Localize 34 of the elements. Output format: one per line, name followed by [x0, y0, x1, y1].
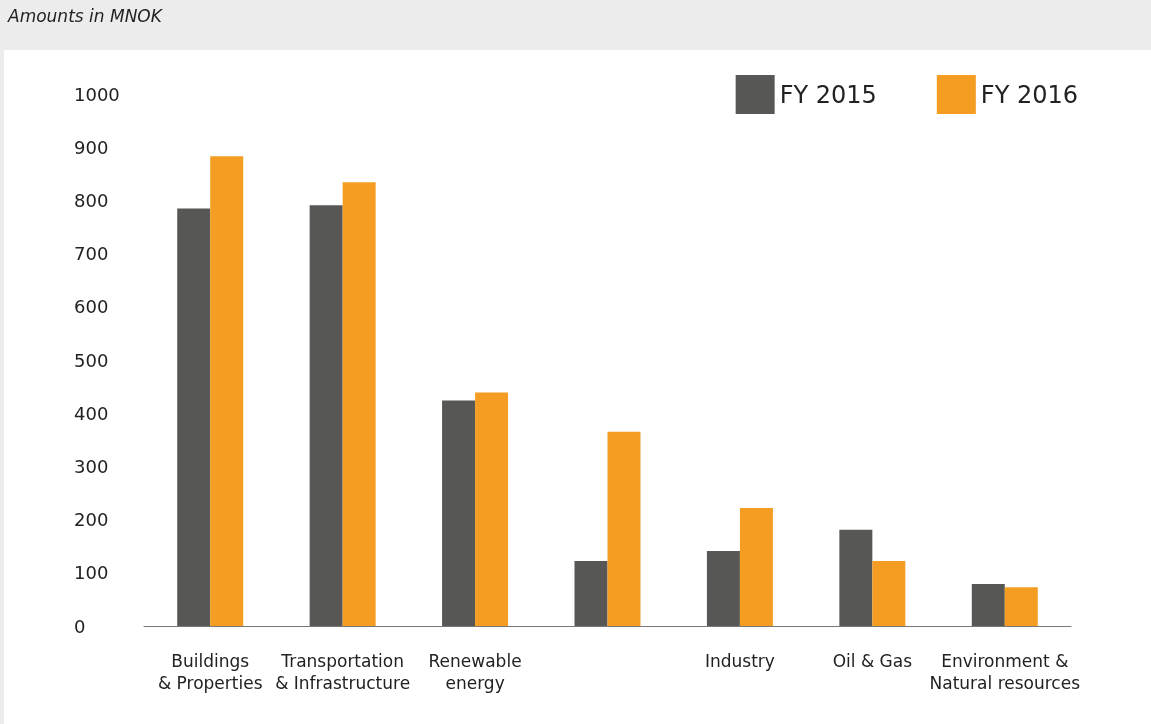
y-tick-label: 300 [74, 455, 109, 477]
bar [872, 561, 906, 626]
x-tick-label: Industry [704, 651, 775, 671]
bar [839, 529, 873, 626]
x-tick-label: Transportation & Infrastructure [275, 651, 411, 693]
x-tick-label: Oil & Gas [832, 651, 913, 671]
bar [442, 400, 476, 626]
bar [475, 392, 509, 626]
bar [342, 182, 376, 626]
y-tick-label: 700 [74, 243, 109, 265]
y-tick-label: 400 [74, 402, 109, 424]
y-tick-label: 900 [74, 136, 109, 158]
y-tick-label: 1000 [74, 83, 120, 105]
x-tick-label: Renewable energy [428, 651, 522, 693]
bar [574, 561, 608, 626]
bar [607, 431, 641, 626]
bar [210, 156, 244, 626]
y-tick-label: 0 [74, 615, 86, 637]
bar [1004, 587, 1038, 626]
y-tick-label: 200 [74, 509, 109, 531]
legend-label: FY 2016 [980, 80, 1078, 109]
legend-label: FY 2015 [779, 80, 877, 109]
bar [739, 507, 773, 626]
y-tick-label: 500 [74, 349, 109, 371]
bar [309, 205, 343, 626]
y-tick-label: 800 [74, 189, 109, 211]
x-tick-label: Environment & Natural resources [929, 651, 1081, 693]
chart-title: Amounts in MNOK [8, 6, 162, 26]
bar [706, 550, 740, 626]
bar [177, 208, 211, 626]
bar [971, 583, 1005, 626]
x-tick-label: Buildings & Properties [157, 651, 263, 693]
y-tick-label: 100 [74, 562, 109, 584]
y-tick-label: 600 [74, 296, 109, 318]
